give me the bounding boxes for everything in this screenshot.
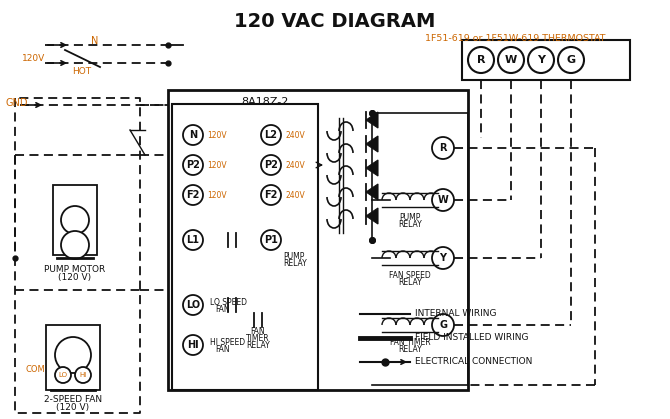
Circle shape (432, 247, 454, 269)
Circle shape (183, 125, 203, 145)
Text: Y: Y (537, 55, 545, 65)
Text: RELAY: RELAY (398, 220, 422, 229)
Text: R: R (440, 143, 447, 153)
Circle shape (75, 367, 91, 383)
Text: F2: F2 (264, 190, 277, 200)
Text: 240V: 240V (285, 130, 305, 140)
Text: LO SPEED: LO SPEED (210, 298, 247, 307)
Polygon shape (366, 136, 378, 152)
Text: INTERNAL WIRING: INTERNAL WIRING (415, 310, 496, 318)
Text: 8A18Z-2: 8A18Z-2 (241, 97, 289, 107)
Bar (46, 325, 100, 390)
Text: 120V: 120V (207, 130, 226, 140)
Text: LO: LO (186, 300, 200, 310)
Bar (168, 90, 468, 390)
Text: PUMP: PUMP (283, 252, 304, 261)
Circle shape (498, 47, 524, 73)
Text: 120V: 120V (207, 160, 226, 170)
Text: RELAY: RELAY (246, 341, 270, 350)
Text: Y: Y (440, 253, 446, 263)
Text: L2: L2 (265, 130, 277, 140)
Text: HOT: HOT (72, 67, 91, 76)
Text: (120 V): (120 V) (56, 403, 90, 412)
Text: 120 VAC DIAGRAM: 120 VAC DIAGRAM (234, 12, 436, 31)
Circle shape (55, 367, 71, 383)
Circle shape (183, 155, 203, 175)
Circle shape (528, 47, 554, 73)
Text: ELECTRICAL CONNECTION: ELECTRICAL CONNECTION (415, 357, 533, 367)
Text: N: N (91, 36, 98, 46)
Circle shape (558, 47, 584, 73)
Bar (172, 104, 318, 390)
Text: FAN SPEED: FAN SPEED (389, 271, 431, 280)
Text: FAN TIMER: FAN TIMER (390, 338, 430, 347)
Text: P2: P2 (264, 160, 278, 170)
Text: 120V: 120V (22, 54, 46, 63)
Text: HI SPEED: HI SPEED (210, 338, 245, 347)
Circle shape (61, 206, 89, 234)
Text: W: W (438, 195, 448, 205)
Circle shape (261, 230, 281, 250)
Circle shape (432, 314, 454, 336)
Circle shape (261, 155, 281, 175)
Text: GND: GND (5, 98, 27, 108)
Bar (462, 40, 630, 80)
Polygon shape (366, 112, 378, 128)
Bar (53, 185, 97, 255)
Circle shape (432, 137, 454, 159)
Text: FAN: FAN (215, 345, 230, 354)
Text: HI: HI (187, 340, 199, 350)
Text: FAN: FAN (215, 305, 230, 314)
Text: FIELD INSTALLED WIRING: FIELD INSTALLED WIRING (415, 334, 529, 342)
Text: LO: LO (58, 372, 68, 378)
Text: RELAY: RELAY (398, 345, 422, 354)
Circle shape (183, 335, 203, 355)
Text: (120 V): (120 V) (58, 273, 92, 282)
Text: HI: HI (79, 372, 86, 378)
Text: 240V: 240V (285, 191, 305, 199)
Circle shape (55, 337, 91, 373)
Text: L1: L1 (186, 235, 200, 245)
Text: TIMER: TIMER (246, 334, 270, 343)
Text: COM: COM (25, 365, 45, 375)
Text: PUMP: PUMP (399, 213, 421, 222)
Polygon shape (366, 184, 378, 200)
Text: 2-SPEED FAN: 2-SPEED FAN (44, 395, 102, 404)
Text: PUMP MOTOR: PUMP MOTOR (44, 265, 106, 274)
Text: P1: P1 (264, 235, 278, 245)
Text: FAN: FAN (251, 327, 265, 336)
Text: RELAY: RELAY (283, 259, 307, 268)
Polygon shape (366, 208, 378, 224)
Text: G: G (439, 320, 447, 330)
Text: F2: F2 (186, 190, 200, 200)
Circle shape (261, 185, 281, 205)
Text: P2: P2 (186, 160, 200, 170)
Polygon shape (366, 160, 378, 176)
Circle shape (183, 295, 203, 315)
Text: N: N (189, 130, 197, 140)
Circle shape (183, 185, 203, 205)
Text: 1F51-619 or 1F51W-619 THERMOSTAT: 1F51-619 or 1F51W-619 THERMOSTAT (425, 34, 605, 43)
Circle shape (61, 231, 89, 259)
Text: R: R (477, 55, 485, 65)
Circle shape (432, 189, 454, 211)
Text: 240V: 240V (285, 160, 305, 170)
Circle shape (261, 125, 281, 145)
Text: W: W (505, 55, 517, 65)
Circle shape (468, 47, 494, 73)
Text: 120V: 120V (207, 191, 226, 199)
Text: G: G (566, 55, 576, 65)
Circle shape (183, 230, 203, 250)
Text: RELAY: RELAY (398, 278, 422, 287)
